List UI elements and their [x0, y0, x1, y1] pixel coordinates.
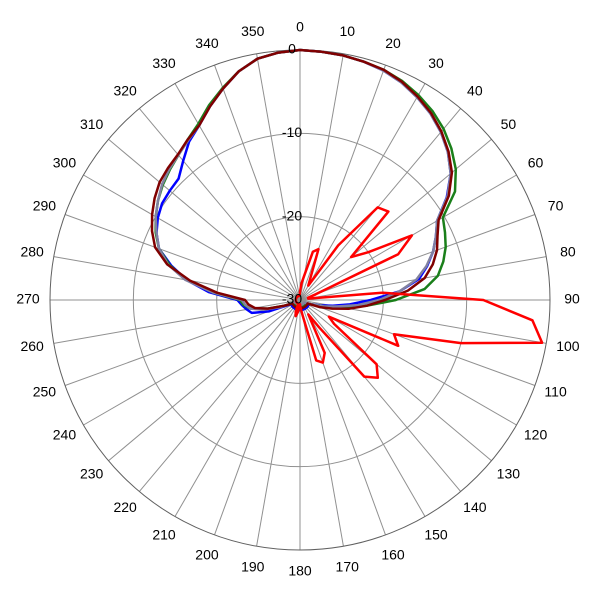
theta-tick-label: 50 [501, 116, 517, 132]
spoke [299, 53, 344, 301]
theta-tick-label: 210 [152, 526, 176, 542]
theta-tick-label: 290 [33, 198, 57, 214]
spoke [299, 83, 426, 301]
theta-tick-label: 0 [296, 19, 304, 35]
theta-tick-label: 90 [564, 291, 580, 307]
spoke [64, 214, 301, 301]
r-tick-label: 0 [288, 41, 296, 57]
theta-tick-label: 300 [53, 155, 77, 171]
theta-tick-label: 220 [113, 499, 137, 515]
theta-tick-label: 130 [497, 466, 521, 482]
theta-tick-label: 170 [336, 559, 360, 575]
spoke [299, 214, 536, 301]
theta-tick-label: 180 [288, 563, 312, 579]
spoke [138, 299, 301, 492]
spoke [174, 83, 301, 301]
theta-tick-label: 200 [195, 546, 219, 562]
spoke [174, 299, 301, 517]
theta-tick-label: 340 [195, 35, 219, 51]
theta-tick-label: 10 [339, 23, 355, 39]
spoke [299, 299, 536, 386]
spoke [299, 108, 462, 301]
spoke [299, 299, 492, 462]
spoke [138, 108, 301, 301]
spoke [299, 299, 344, 547]
theta-tick-label: 80 [560, 243, 576, 259]
theta-tick-label: 70 [548, 198, 564, 214]
theta-tick-label: 280 [20, 243, 44, 259]
spoke [299, 299, 462, 492]
theta-tick-label: 330 [152, 55, 176, 71]
theta-tick-label: 310 [80, 116, 104, 132]
theta-tick-label: 190 [241, 559, 265, 575]
series-line [154, 48, 452, 311]
theta-tick-label: 100 [556, 338, 580, 354]
theta-tick-label: 240 [53, 427, 77, 443]
spoke [108, 299, 301, 462]
theta-tick-label: 160 [381, 546, 405, 562]
spoke [83, 174, 301, 301]
theta-tick-label: 250 [33, 384, 57, 400]
spoke [299, 138, 492, 301]
spoke [214, 299, 301, 536]
series-line [294, 206, 544, 380]
theta-tick-label: 260 [20, 338, 44, 354]
r-tick-label: -10 [282, 124, 302, 140]
theta-tick-label: 40 [467, 82, 483, 98]
spoke [83, 299, 301, 426]
theta-tick-label: 60 [528, 155, 544, 171]
theta-tick-label: 270 [16, 291, 40, 307]
theta-tick-label: 30 [428, 55, 444, 71]
spoke [299, 299, 386, 536]
spoke [53, 256, 301, 301]
spoke [299, 299, 426, 517]
theta-tick-label: 350 [241, 23, 265, 39]
spoke [214, 64, 301, 301]
spoke [64, 299, 301, 386]
theta-tick-label: 110 [544, 384, 567, 400]
spoke [108, 138, 301, 301]
r-tick-label: -30 [282, 291, 302, 307]
r-tick-label: -20 [282, 207, 302, 223]
theta-tick-label: 120 [524, 427, 548, 443]
theta-tick-label: 230 [80, 466, 104, 482]
theta-tick-label: 20 [385, 35, 401, 51]
spoke [256, 53, 301, 301]
theta-tick-label: 150 [424, 526, 448, 542]
spoke [256, 299, 301, 547]
theta-tick-label: 140 [463, 499, 487, 515]
theta-tick-label: 320 [113, 82, 137, 98]
